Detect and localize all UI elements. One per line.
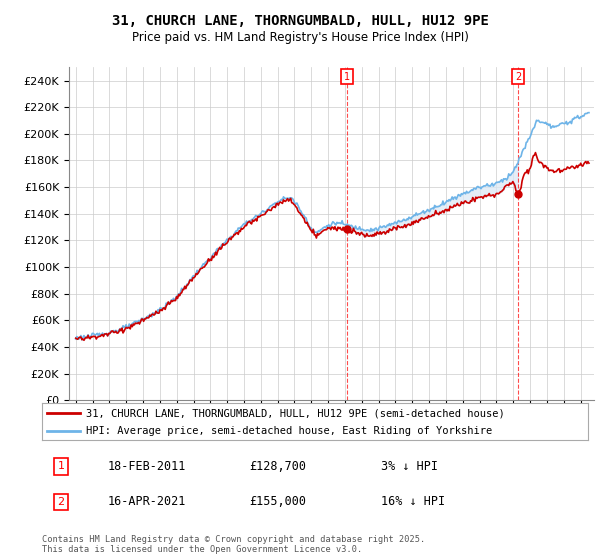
Text: £128,700: £128,700 <box>250 460 307 473</box>
Text: 1: 1 <box>344 72 350 82</box>
Text: 31, CHURCH LANE, THORNGUMBALD, HULL, HU12 9PE: 31, CHURCH LANE, THORNGUMBALD, HULL, HU1… <box>112 14 488 28</box>
Text: Contains HM Land Registry data © Crown copyright and database right 2025.
This d: Contains HM Land Registry data © Crown c… <box>42 535 425 554</box>
Text: 3% ↓ HPI: 3% ↓ HPI <box>380 460 437 473</box>
Text: 2: 2 <box>58 497 65 507</box>
Text: 31, CHURCH LANE, THORNGUMBALD, HULL, HU12 9PE (semi-detached house): 31, CHURCH LANE, THORNGUMBALD, HULL, HU1… <box>86 408 505 418</box>
Text: Price paid vs. HM Land Registry's House Price Index (HPI): Price paid vs. HM Land Registry's House … <box>131 31 469 44</box>
Text: HPI: Average price, semi-detached house, East Riding of Yorkshire: HPI: Average price, semi-detached house,… <box>86 426 492 436</box>
Text: 1: 1 <box>58 461 65 472</box>
Text: 16-APR-2021: 16-APR-2021 <box>107 496 186 508</box>
Text: £155,000: £155,000 <box>250 496 307 508</box>
Text: 18-FEB-2011: 18-FEB-2011 <box>107 460 186 473</box>
Text: 2: 2 <box>515 72 521 82</box>
Text: 16% ↓ HPI: 16% ↓ HPI <box>380 496 445 508</box>
